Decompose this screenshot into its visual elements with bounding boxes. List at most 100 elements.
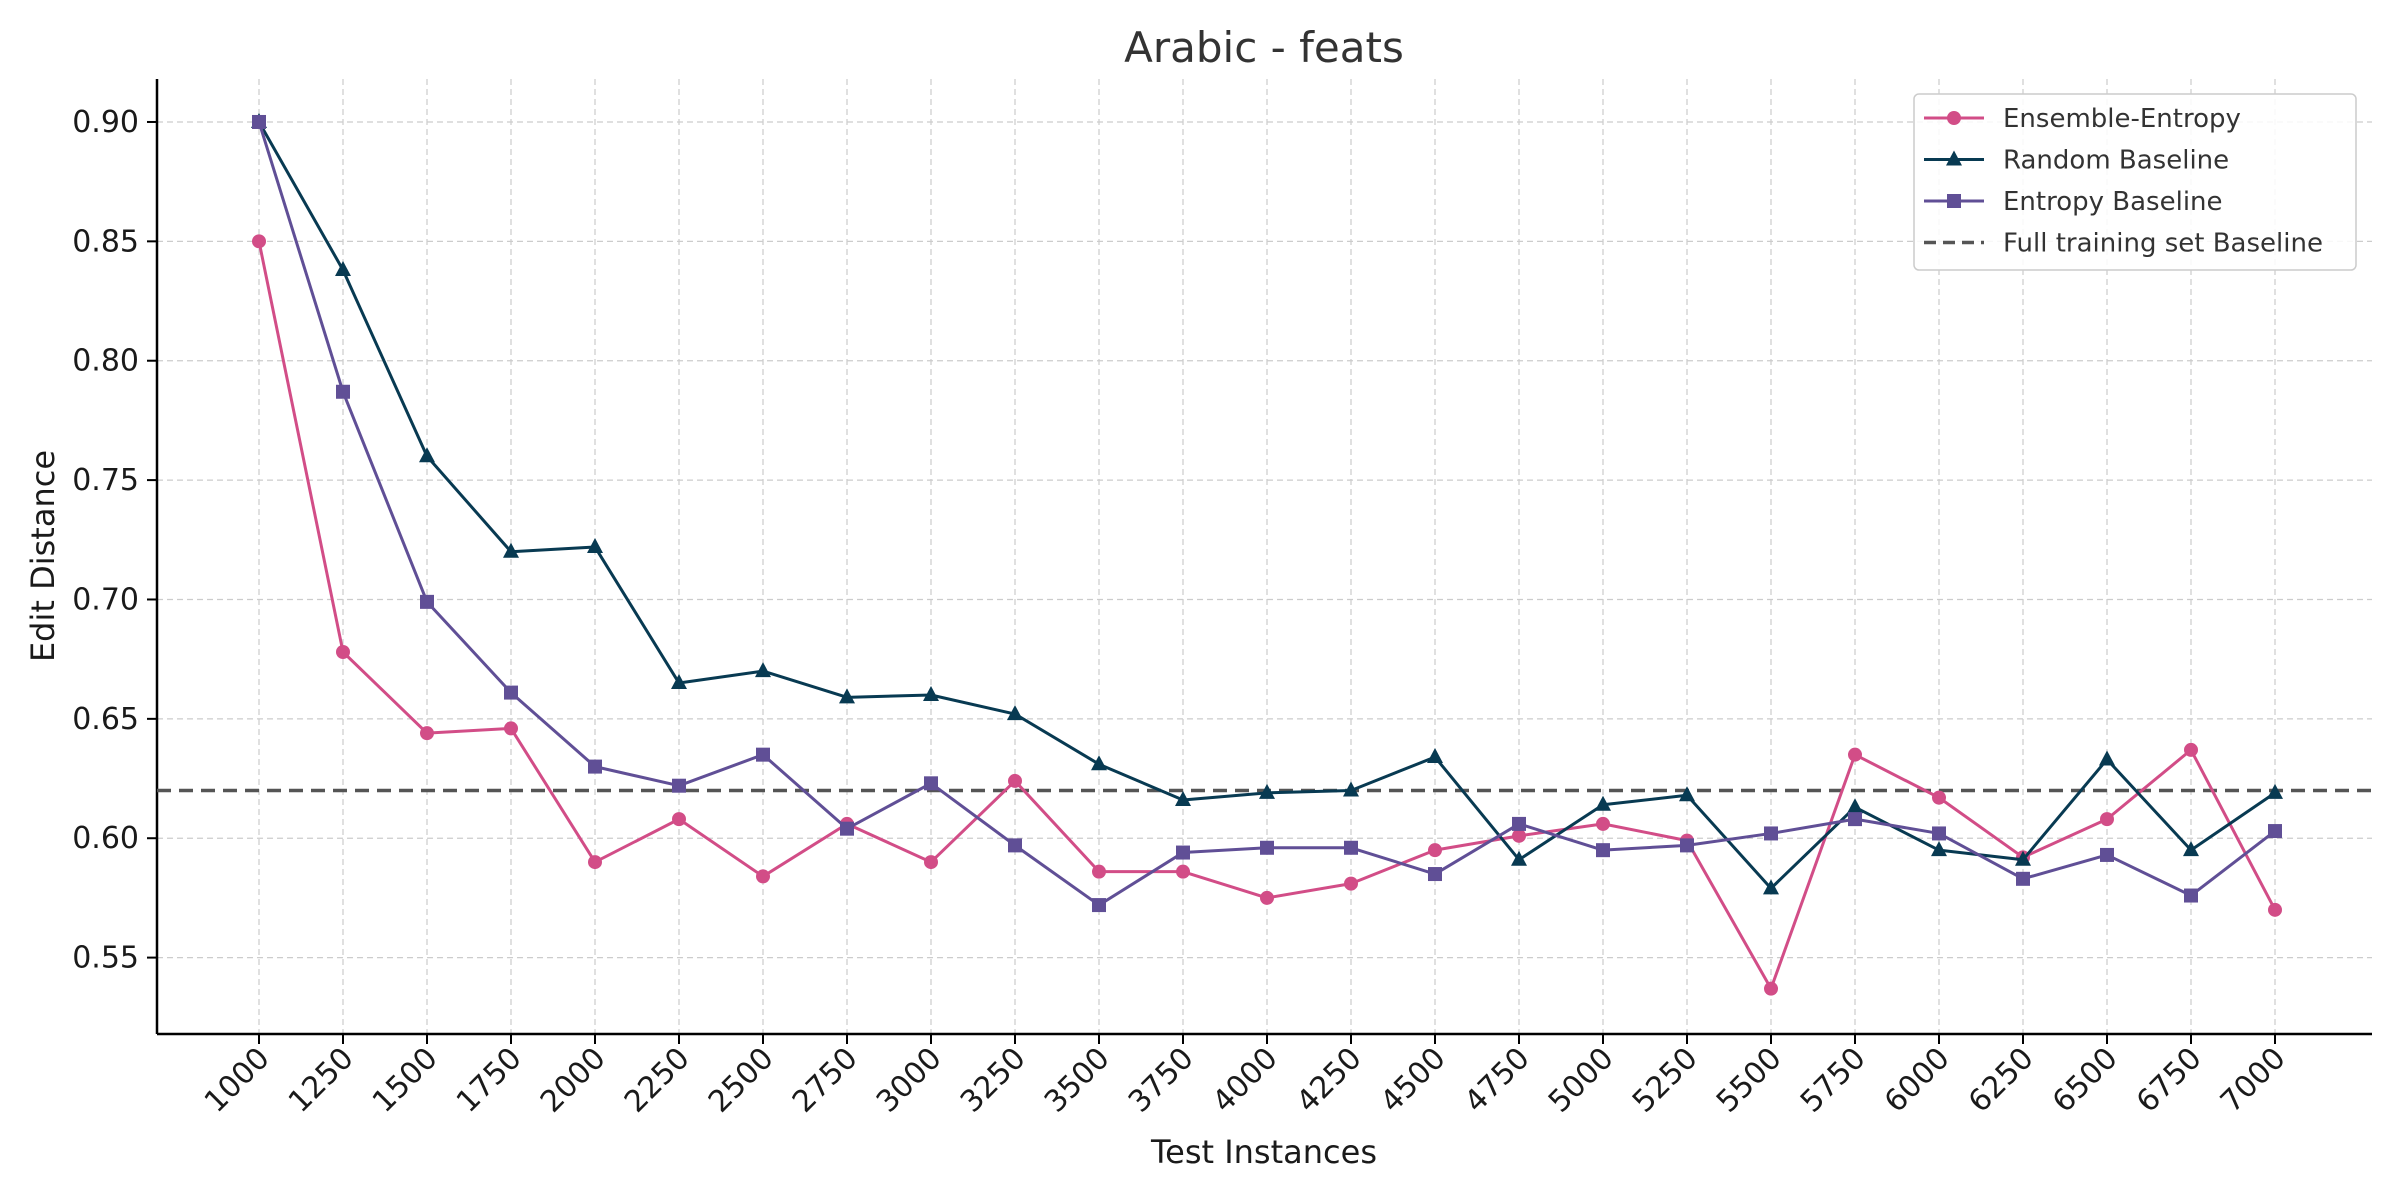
data-point [2099, 750, 2115, 766]
data-point [252, 234, 266, 249]
data-point [1847, 798, 1863, 814]
data-point [924, 855, 938, 870]
y-tick-label: 0.65 [72, 702, 139, 737]
y-axis-title: Edit Distance [24, 450, 62, 662]
data-point [2268, 902, 2282, 917]
data-point [1596, 843, 1610, 858]
data-point [1679, 786, 1695, 802]
data-point [755, 662, 771, 678]
data-point [252, 114, 266, 129]
data-point [1344, 876, 1358, 891]
data-point [1848, 747, 1862, 762]
legend-frame [1913, 93, 2357, 271]
data-point [1259, 783, 1275, 799]
data-point [1512, 828, 1526, 843]
legend: Ensemble-Entropy Random Baseline Entropy B… [1913, 93, 2357, 271]
data-point [924, 776, 938, 791]
data-point [1092, 898, 1106, 913]
y-tick-label: 0.90 [72, 105, 139, 140]
data-point [588, 759, 602, 774]
y-tick-label: 0.70 [72, 582, 139, 617]
data-point [1008, 838, 1022, 853]
data-point [588, 855, 602, 870]
data-point [336, 384, 350, 399]
data-point [1512, 816, 1526, 831]
data-point [756, 747, 770, 762]
data-point [671, 674, 687, 690]
data-point [587, 537, 603, 553]
data-point [2016, 871, 2030, 886]
legend-marker [1947, 111, 1961, 125]
legend-label: Full training set Baseline [2003, 229, 2323, 259]
data-point [1763, 879, 1779, 895]
series-random-baseline [251, 112, 2283, 895]
data-point [1848, 812, 1862, 827]
data-point [672, 778, 686, 793]
data-point [1511, 850, 1527, 866]
data-point [1343, 781, 1359, 797]
data-point [923, 685, 939, 701]
data-point [2184, 888, 2198, 903]
data-point [420, 594, 434, 609]
data-point [839, 688, 855, 704]
data-point [336, 645, 350, 659]
y-tick-label: 0.60 [72, 821, 139, 856]
data-point [504, 685, 518, 700]
data-point [2015, 850, 2031, 866]
legend-label: Ensemble-Entropy [2003, 104, 2241, 134]
data-point [1007, 705, 1023, 721]
legend-item: Entropy Baseline [1924, 187, 2223, 217]
axes [155, 79, 2372, 1036]
data-point [1091, 755, 1107, 771]
y-tick-label: 0.85 [72, 224, 139, 259]
legend-marker [1946, 150, 1962, 166]
data-point [1175, 791, 1191, 807]
legend-label: Entropy Baseline [2003, 187, 2223, 217]
data-point [1932, 826, 1946, 841]
data-point [1428, 867, 1442, 882]
y-tick-label: 0.55 [72, 941, 139, 976]
data-point [1092, 864, 1106, 879]
data-point [1932, 790, 1946, 805]
data-point [1428, 843, 1442, 858]
legend-item: Full training set Baseline [1924, 229, 2323, 259]
data-point [840, 821, 854, 836]
data-point [1427, 748, 1443, 764]
legend-item: Random Baseline [1924, 146, 2229, 176]
data-point [419, 447, 435, 463]
chart-title: Arabic - feats [1124, 23, 1404, 72]
data-point [672, 812, 686, 827]
data-point [1931, 841, 1947, 857]
data-point [1596, 816, 1610, 831]
data-point [2267, 783, 2283, 799]
legend-marker [1947, 194, 1961, 208]
data-point [1176, 845, 1190, 860]
data-point [1344, 840, 1358, 855]
data-point [2183, 841, 2199, 857]
data-point [2268, 824, 2282, 839]
data-point [756, 869, 770, 884]
legend-item: Ensemble-Entropy [1924, 104, 2241, 134]
data-point [1680, 838, 1694, 853]
data-point [1595, 795, 1611, 811]
y-tick-label: 0.75 [72, 463, 139, 498]
data-point [420, 726, 434, 741]
data-point [2184, 742, 2198, 757]
legend-label: Random Baseline [2003, 146, 2229, 176]
data-point [2100, 812, 2114, 827]
series [251, 112, 2283, 996]
data-point [504, 721, 518, 736]
x-axis-title: Test Instances [1150, 1133, 1377, 1171]
data-point [503, 542, 519, 558]
series-entropy-baseline [252, 114, 2282, 913]
data-point [1008, 773, 1022, 788]
data-point [1764, 981, 1778, 996]
y-tick-label: 0.80 [72, 344, 139, 379]
data-point [1764, 826, 1778, 841]
data-point [1260, 890, 1274, 905]
data-point [1176, 864, 1190, 879]
data-point [335, 261, 351, 276]
data-point [2100, 847, 2114, 862]
data-point [1260, 840, 1274, 855]
